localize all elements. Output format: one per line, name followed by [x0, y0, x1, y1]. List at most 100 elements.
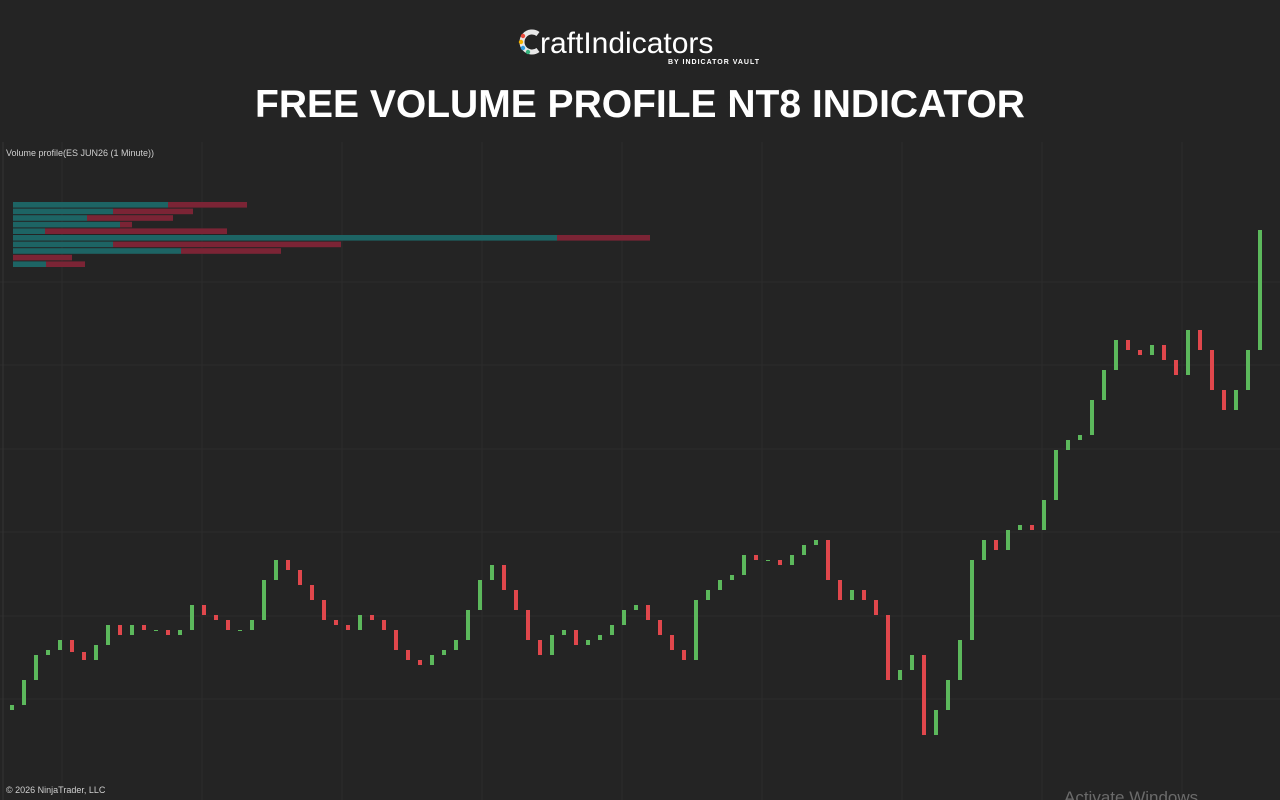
candle — [346, 625, 350, 630]
candle — [958, 640, 962, 680]
candle — [418, 660, 422, 665]
candle — [22, 680, 26, 705]
candle — [466, 610, 470, 640]
candle — [538, 640, 542, 655]
candle — [1162, 345, 1166, 360]
candle — [970, 560, 974, 640]
candle — [826, 540, 830, 580]
candle — [250, 620, 254, 630]
profile-sell-bar — [557, 235, 650, 241]
candle — [1042, 500, 1046, 530]
candle — [598, 635, 602, 640]
candle — [478, 580, 482, 610]
candle — [814, 540, 818, 545]
candle — [202, 605, 206, 615]
candle — [874, 600, 878, 615]
candle — [766, 560, 770, 561]
candle — [1018, 525, 1022, 530]
plot — [10, 202, 1262, 735]
page-title: FREE VOLUME PROFILE NT8 INDICATOR — [255, 83, 1025, 126]
candle — [514, 590, 518, 610]
candle — [1150, 345, 1154, 355]
candle — [274, 560, 278, 580]
profile-buy-bar — [13, 215, 87, 221]
logo-subtitle: BY INDICATOR VAULT — [668, 59, 760, 66]
candle — [1258, 230, 1262, 350]
candle — [286, 560, 290, 570]
candle — [862, 590, 866, 600]
candle — [502, 565, 506, 590]
candle — [430, 655, 434, 665]
candle — [334, 620, 338, 625]
candle — [1246, 350, 1250, 390]
candle — [658, 620, 662, 635]
candle — [1102, 370, 1106, 400]
candle — [82, 652, 86, 660]
profile-sell-bar — [113, 241, 341, 248]
candle — [838, 580, 842, 600]
candle — [910, 655, 914, 670]
candle — [934, 710, 938, 735]
candle — [58, 640, 62, 650]
candle — [922, 655, 926, 735]
candle — [406, 650, 410, 660]
candle — [454, 640, 458, 650]
candle — [982, 540, 986, 560]
candle — [778, 560, 782, 565]
chart-grid — [0, 142, 1280, 800]
candle — [298, 570, 302, 585]
candle — [370, 615, 374, 620]
candle — [1174, 360, 1178, 375]
candle — [1234, 390, 1238, 410]
candle — [262, 580, 266, 620]
candle — [1222, 390, 1226, 410]
candle — [382, 620, 386, 630]
profile-sell-bar — [13, 254, 72, 261]
candle — [790, 555, 794, 565]
profile-sell-bar — [113, 208, 193, 215]
candle — [1198, 330, 1202, 350]
candle — [682, 650, 686, 660]
profile-buy-bar — [13, 261, 46, 267]
candle — [562, 630, 566, 635]
candle — [850, 590, 854, 600]
candle — [1126, 340, 1130, 350]
candle — [166, 630, 170, 635]
candle — [106, 625, 110, 645]
candle — [1210, 350, 1214, 390]
profile-buy-bar — [13, 241, 113, 248]
candle — [310, 585, 314, 600]
candle — [358, 615, 362, 630]
candle — [442, 650, 446, 655]
candle — [886, 615, 890, 680]
candle — [322, 600, 326, 620]
candle — [730, 575, 734, 580]
profile-buy-bar — [13, 202, 168, 208]
candle — [550, 635, 554, 655]
candle — [898, 670, 902, 680]
candle — [10, 705, 14, 710]
candle — [394, 630, 398, 650]
profile-buy-bar — [13, 208, 113, 215]
candle — [1030, 525, 1034, 530]
candle — [574, 630, 578, 645]
profile-sell-bar — [45, 228, 227, 234]
candle — [946, 680, 950, 710]
candle — [154, 630, 158, 631]
candle — [646, 605, 650, 620]
logo-text: raftIndicators — [540, 27, 713, 60]
candle — [634, 605, 638, 610]
profile-buy-bar — [13, 248, 181, 254]
candle — [190, 605, 194, 630]
profile-sell-bar — [168, 202, 247, 208]
logo-icon — [518, 29, 540, 55]
profile-buy-bar — [13, 228, 45, 234]
candle — [490, 565, 494, 580]
candle — [118, 625, 122, 635]
candle — [94, 645, 98, 660]
candle — [238, 630, 242, 631]
candle — [46, 650, 50, 655]
profile-sell-bar — [120, 221, 132, 228]
